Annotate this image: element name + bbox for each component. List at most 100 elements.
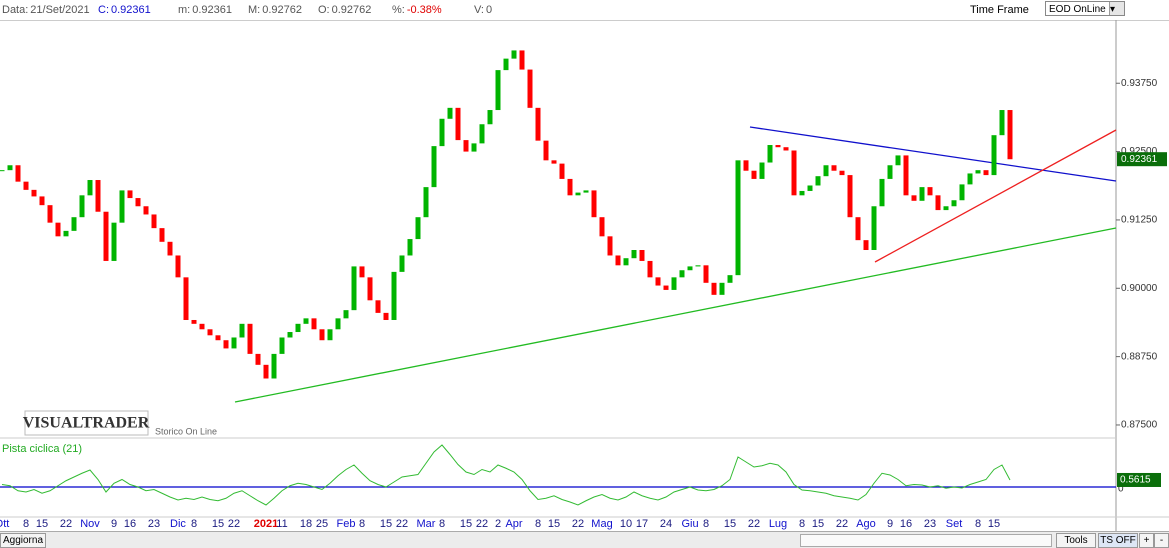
candle (247, 323, 253, 354)
candle (311, 318, 317, 330)
candle (79, 195, 85, 218)
zoom-in-button[interactable]: + (1139, 533, 1154, 548)
x-tick-label: 11 (276, 518, 287, 530)
refresh-button[interactable]: Aggiorna (0, 533, 46, 548)
y-tick-label: 0 (1118, 484, 1124, 495)
candle (239, 323, 245, 338)
x-tick-label: Ott (0, 518, 9, 530)
header-item: O: 0.92762 (318, 4, 371, 16)
candle (199, 323, 205, 330)
candle (535, 107, 541, 141)
candle (487, 110, 493, 125)
y-tick-label: 0.88750 (1121, 351, 1158, 362)
y-tick-label: 0.92500 (1121, 146, 1158, 157)
candle (583, 190, 589, 193)
candle (183, 277, 189, 320)
x-tick-label: Feb (337, 518, 356, 530)
header-value: 21/Set/2021 (30, 4, 90, 16)
candle (471, 143, 477, 152)
candle (415, 217, 421, 240)
dropdown-arrow[interactable]: ▾ (1109, 2, 1124, 15)
x-tick-label: 8 (799, 518, 805, 530)
scrollbar[interactable] (800, 534, 1052, 547)
x-tick-label: Ago (856, 518, 876, 530)
x-tick-label: 23 (924, 518, 936, 530)
header-item: Data: 21/Set/2021 (2, 4, 90, 16)
x-tick-label: Lug (769, 518, 787, 530)
x-tick-label: Apr (505, 518, 522, 530)
header-label: %: (392, 4, 405, 16)
candle (39, 196, 45, 206)
header-item: m: 0.92361 (178, 4, 232, 16)
x-tick-label: 22 (476, 518, 488, 530)
x-tick-label: 15 (212, 518, 224, 530)
candle (967, 173, 973, 185)
x-tick-label: 25 (316, 518, 328, 530)
candle (319, 329, 325, 341)
candle (807, 185, 813, 191)
x-tick-label: 15 (460, 518, 472, 530)
candle (871, 206, 877, 251)
x-tick-label: Mag (591, 518, 612, 530)
header-item: V: 0 (474, 4, 492, 16)
y-tick-label: 0.90000 (1121, 283, 1158, 294)
header-label: O: (318, 4, 330, 16)
zoom-out-button[interactable]: - (1154, 533, 1169, 548)
candle (47, 205, 53, 223)
candle (575, 192, 581, 196)
candle (951, 200, 957, 207)
candle (55, 222, 61, 237)
candle (999, 110, 1005, 136)
header: Time Frame EOD OnLine ▾ Data: 21/Set/2021 C… (0, 0, 1169, 21)
candle (719, 282, 725, 295)
y-tick-label: 0.93750 (1121, 78, 1158, 89)
candle (231, 337, 237, 349)
candle (623, 258, 629, 266)
candle (551, 160, 557, 164)
candle (439, 118, 445, 147)
candle (759, 162, 765, 179)
x-tick-label: 16 (124, 518, 136, 530)
x-tick-label: Dic (170, 518, 186, 530)
candle (607, 236, 613, 256)
x-tick-label: 8 (191, 518, 197, 530)
candle (343, 310, 349, 319)
candle (599, 217, 605, 237)
candle (391, 271, 397, 320)
candle (991, 135, 997, 176)
candle (159, 228, 165, 242)
trend-line (874, 129, 1117, 263)
candle (799, 190, 805, 196)
x-tick-label: 15 (36, 518, 48, 530)
candle (815, 176, 821, 186)
logo-box (24, 410, 149, 436)
candle (71, 217, 77, 231)
x-tick-label: 15 (724, 518, 736, 530)
x-tick-label: 8 (439, 518, 445, 530)
candle (127, 190, 133, 199)
candle (303, 318, 309, 324)
ts-button[interactable]: TS OFF (1098, 533, 1138, 548)
candle (399, 255, 405, 272)
candle (975, 170, 981, 174)
candle (335, 318, 341, 330)
candle (23, 181, 29, 190)
candle (679, 270, 685, 278)
y-tick-label: 0.91250 (1121, 215, 1158, 226)
candle (455, 107, 461, 141)
candle (119, 190, 125, 223)
tools-button[interactable]: Tools (1056, 533, 1096, 548)
candle (1007, 110, 1013, 160)
candle (687, 266, 693, 271)
x-tick-label: 8 (975, 518, 981, 530)
candle (135, 198, 141, 207)
candle (223, 340, 229, 349)
x-tick-label: 24 (660, 518, 672, 530)
candle (7, 165, 13, 171)
candle (879, 178, 885, 207)
x-tick-label: 18 (300, 518, 312, 530)
time-frame-select[interactable]: EOD OnLine ▾ (1045, 1, 1125, 16)
candle (847, 175, 853, 218)
candle (479, 124, 485, 144)
